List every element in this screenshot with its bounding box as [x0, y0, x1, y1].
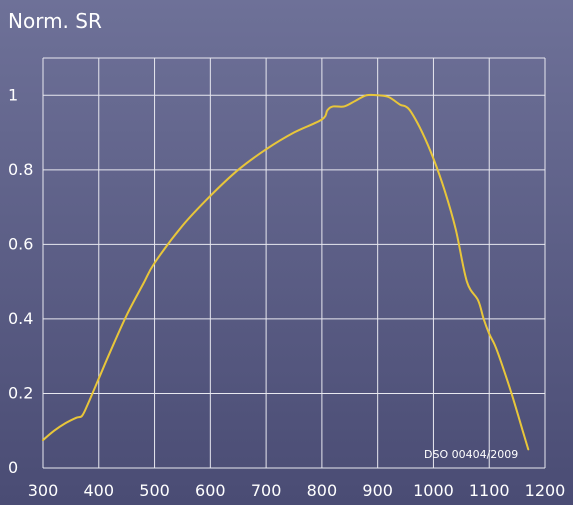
y-tick-label-0: 0 [8, 458, 18, 477]
tick-label-layer: 300 400 500 600 700 800 900 1000 1100 1200 0 0.2 0.4… [8, 85, 565, 500]
x-tick-label-500: 500 [139, 481, 170, 500]
grid-layer [42, 57, 546, 469]
x-tick-label-1200: 1200 [525, 481, 566, 500]
x-tick-label-300: 300 [28, 481, 59, 500]
x-tick-label-400: 400 [84, 481, 115, 500]
x-tick-label-600: 600 [195, 481, 226, 500]
x-tick-label-1000: 1000 [413, 481, 454, 500]
y-tick-label-0.4: 0.4 [8, 309, 33, 328]
x-tick-label-1100: 1100 [469, 481, 510, 500]
y-tick-label-0.2: 0.2 [8, 383, 33, 402]
series-line-0 [42, 93, 530, 451]
x-tick-label-900: 900 [362, 481, 393, 500]
series-layer [42, 93, 530, 451]
x-tick-label-800: 800 [307, 481, 338, 500]
y-tick-label-0.6: 0.6 [8, 234, 33, 253]
y-tick-label-1: 1 [8, 85, 18, 104]
y-tick-label-0.8: 0.8 [8, 160, 33, 179]
y-axis-label: Norm. SR [8, 9, 102, 33]
chart-annotation: DSO 00404/2009 [424, 448, 518, 461]
x-tick-label-700: 700 [251, 481, 282, 500]
